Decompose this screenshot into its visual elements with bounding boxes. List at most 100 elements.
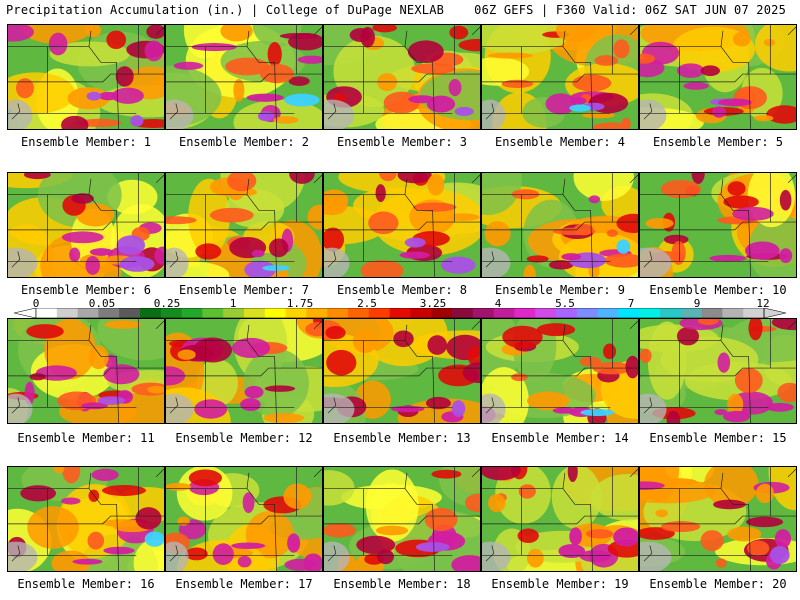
ensemble-member-label: Ensemble Member: 3	[336, 135, 468, 149]
ensemble-member-label: Ensemble Member: 18	[333, 577, 471, 591]
precip-map	[640, 173, 796, 277]
ensemble-map-7	[165, 172, 323, 278]
colorbar-tick-label: 2.5	[357, 297, 377, 310]
ensemble-member-label: Ensemble Member: 2	[178, 135, 310, 149]
ensemble-member-label: Ensemble Member: 15	[649, 431, 787, 445]
precip-map	[324, 319, 480, 423]
ensemble-map-20	[639, 466, 797, 572]
colorbar-swatch	[181, 308, 203, 318]
ensemble-member-label: Ensemble Member: 4	[494, 135, 626, 149]
colorbar-swatch	[535, 308, 557, 318]
ensemble-member-label: Ensemble Member: 8	[336, 283, 468, 297]
precip-map	[166, 25, 322, 129]
colorbar-swatch	[223, 308, 245, 318]
precip-map	[482, 467, 638, 571]
colorbar-tick-label: 3.25	[419, 297, 447, 310]
ensemble-member-label: Ensemble Member: 9	[494, 283, 626, 297]
colorbar-swatch	[618, 308, 640, 318]
ensemble-map-6	[7, 172, 165, 278]
precip-map	[640, 467, 796, 571]
colorbar-swatch	[264, 308, 286, 318]
colorbar-tick-label: 12	[756, 297, 770, 310]
valid-time: 06Z GEFS | F360 Valid: 06Z SAT JUN 07 20…	[474, 3, 786, 17]
precip-map	[8, 319, 164, 423]
ensemble-member-label: Ensemble Member: 16	[17, 577, 155, 591]
colorbar	[14, 308, 786, 318]
ensemble-member-label: Ensemble Member: 13	[333, 431, 471, 445]
colorbar-swatch	[576, 308, 598, 318]
ensemble-map-19	[481, 466, 639, 572]
colorbar-swatch	[431, 308, 453, 318]
precip-map	[8, 467, 164, 571]
colorbar-swatch	[680, 308, 702, 318]
ensemble-map-18	[323, 466, 481, 572]
ensemble-map-15	[639, 318, 797, 424]
colorbar-swatch	[514, 308, 536, 318]
colorbar-swatch	[202, 308, 224, 318]
colorbar-swatch	[56, 308, 78, 318]
precip-map	[166, 173, 322, 277]
colorbar-tick-label: 0.05	[88, 297, 116, 310]
colorbar-swatch	[722, 308, 744, 318]
precip-map	[324, 25, 480, 129]
ensemble-map-13	[323, 318, 481, 424]
colorbar-swatch	[660, 308, 682, 318]
colorbar-swatch	[701, 308, 723, 318]
precip-map	[166, 467, 322, 571]
ensemble-map-10	[639, 172, 797, 278]
chart-title: Precipitation Accumulation (in.) | Colle…	[6, 3, 445, 17]
colorbar-swatch	[244, 308, 266, 318]
precip-map	[482, 319, 638, 423]
ensemble-map-9	[481, 172, 639, 278]
colorbar-swatch	[472, 308, 494, 318]
colorbar-tick-label: 7	[627, 297, 635, 310]
colorbar-tick-label: 0	[32, 297, 40, 310]
ensemble-map-11	[7, 318, 165, 424]
colorbar-labels: 0 0.05 0.25 1 1.75 2.5 3.25 4 5.5 7 9 12	[0, 297, 800, 310]
colorbar-swatch	[306, 308, 328, 318]
colorbar-swatch	[160, 308, 182, 318]
colorbar-swatch	[77, 308, 99, 318]
colorbar-swatch	[452, 308, 474, 318]
colorbar-tick-label: 1	[229, 297, 237, 310]
precip-map	[8, 25, 164, 129]
colorbar-tick-label: 4	[494, 297, 502, 310]
ensemble-map-8	[323, 172, 481, 278]
ensemble-member-label: Ensemble Member: 14	[491, 431, 629, 445]
ensemble-map-14	[481, 318, 639, 424]
colorbar-swatch	[36, 308, 58, 318]
ensemble-map-12	[165, 318, 323, 424]
ensemble-member-label: Ensemble Member: 5	[652, 135, 784, 149]
colorbar-swatch	[98, 308, 120, 318]
colorbar-swatch	[368, 308, 390, 318]
colorbar-swatch	[327, 308, 349, 318]
colorbar-tick-label: 0.25	[153, 297, 181, 310]
ensemble-map-17	[165, 466, 323, 572]
precip-map	[166, 319, 322, 423]
colorbar-tick-label: 1.75	[286, 297, 314, 310]
ensemble-member-label: Ensemble Member: 12	[175, 431, 313, 445]
precip-map	[324, 173, 480, 277]
colorbar-swatch	[119, 308, 141, 318]
precip-map	[482, 173, 638, 277]
precip-map	[640, 319, 796, 423]
ensemble-map-3	[323, 24, 481, 130]
ensemble-member-label: Ensemble Member: 7	[178, 283, 310, 297]
ensemble-map-5	[639, 24, 797, 130]
ensemble-member-label: Ensemble Member: 20	[649, 577, 787, 591]
ensemble-member-label: Ensemble Member: 17	[175, 577, 313, 591]
precip-map	[8, 173, 164, 277]
colorbar-swatch	[743, 308, 765, 318]
precip-map	[482, 25, 638, 129]
ensemble-map-16	[7, 466, 165, 572]
colorbar-swatch	[140, 308, 162, 318]
ensemble-member-label: Ensemble Member: 1	[20, 135, 152, 149]
precip-map	[640, 25, 796, 129]
ensemble-member-label: Ensemble Member: 6	[20, 283, 152, 297]
colorbar-tick-label: 9	[693, 297, 701, 310]
colorbar-swatch	[493, 308, 515, 318]
colorbar-swatch	[410, 308, 432, 318]
colorbar-swatch	[285, 308, 307, 318]
ensemble-map-1	[7, 24, 165, 130]
colorbar-swatch	[597, 308, 619, 318]
